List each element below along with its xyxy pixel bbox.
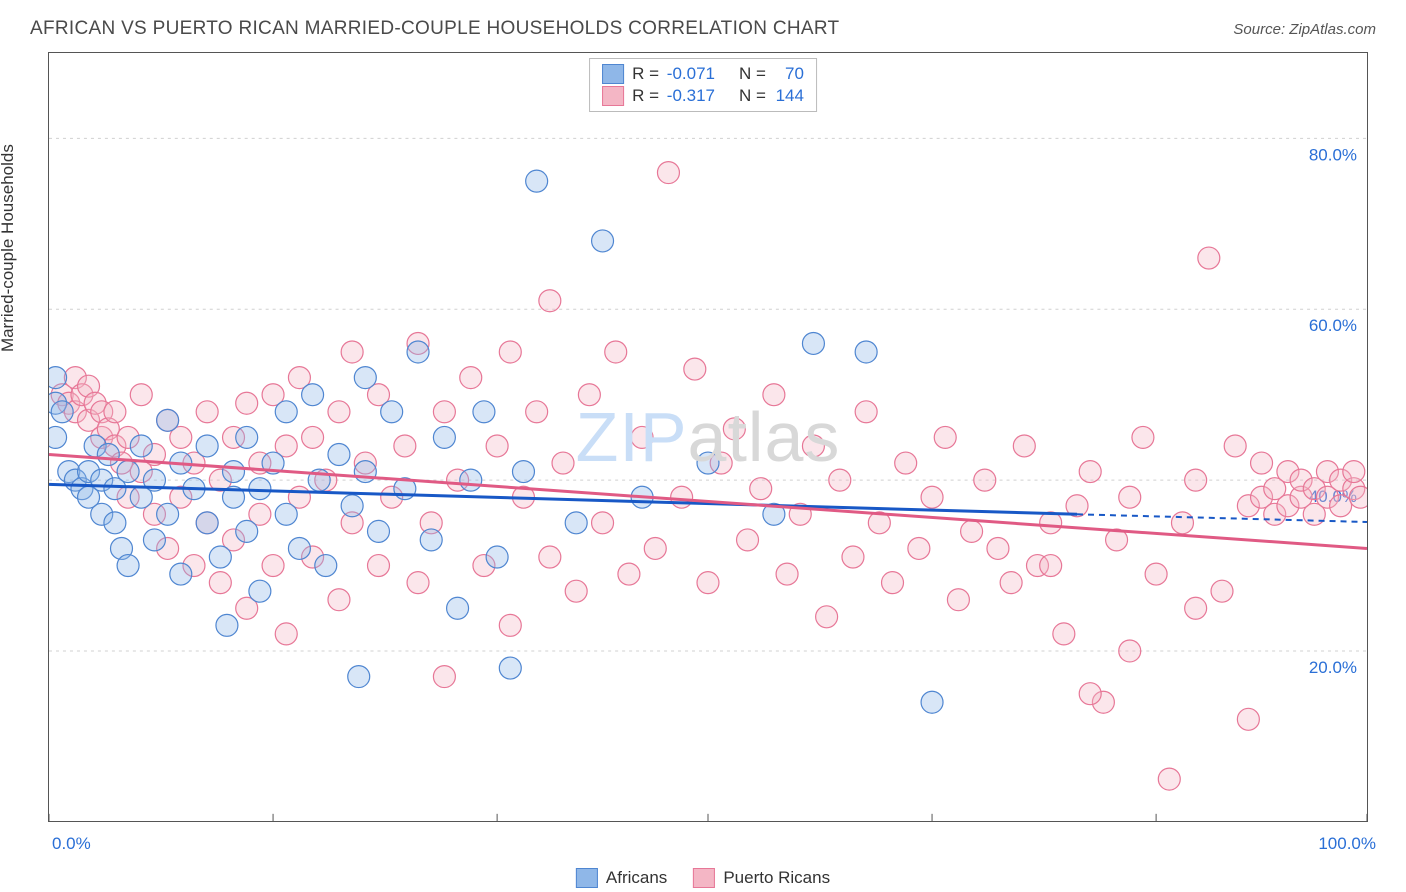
legend-swatch-puerto-ricans — [693, 868, 715, 888]
scatter-plot-svg: 20.0%40.0%60.0%80.0% — [49, 53, 1367, 822]
svg-text:20.0%: 20.0% — [1309, 658, 1357, 677]
chart-area: 20.0%40.0%60.0%80.0% ZIPatlas — [48, 52, 1368, 822]
y-axis-label: Married-couple Households — [0, 144, 18, 352]
n-label: N = — [739, 86, 766, 106]
r-label: R = — [632, 64, 659, 84]
stats-row-puerto-ricans: R = -0.317 N = 144 — [602, 85, 804, 107]
series-legend: Africans Puerto Ricans — [576, 868, 830, 888]
stats-legend-box: R = -0.071 N = 70 R = -0.317 N = 144 — [589, 58, 817, 112]
r-value-puerto-ricans: -0.317 — [665, 86, 715, 106]
r-value-africans: -0.071 — [665, 64, 715, 84]
legend-item-africans[interactable]: Africans — [576, 868, 667, 888]
n-label: N = — [739, 64, 766, 84]
swatch-africans — [602, 64, 624, 84]
x-axis-min-label: 0.0% — [52, 834, 91, 854]
legend-label-africans: Africans — [606, 868, 667, 888]
legend-swatch-africans — [576, 868, 598, 888]
chart-title: AFRICAN VS PUERTO RICAN MARRIED-COUPLE H… — [30, 18, 839, 40]
swatch-puerto-ricans — [602, 86, 624, 106]
r-label: R = — [632, 86, 659, 106]
source-label: Source: — [1233, 21, 1289, 38]
source-citation: Source: ZipAtlas.com — [1233, 21, 1376, 38]
stats-row-africans: R = -0.071 N = 70 — [602, 63, 804, 85]
source-name: ZipAtlas.com — [1289, 21, 1376, 38]
svg-text:60.0%: 60.0% — [1309, 316, 1357, 335]
n-value-africans: 70 — [772, 64, 804, 84]
legend-label-puerto-ricans: Puerto Ricans — [723, 868, 830, 888]
n-value-puerto-ricans: 144 — [772, 86, 804, 106]
svg-text:80.0%: 80.0% — [1309, 145, 1357, 164]
x-axis-max-label: 100.0% — [1318, 834, 1376, 854]
legend-item-puerto-ricans[interactable]: Puerto Ricans — [693, 868, 830, 888]
